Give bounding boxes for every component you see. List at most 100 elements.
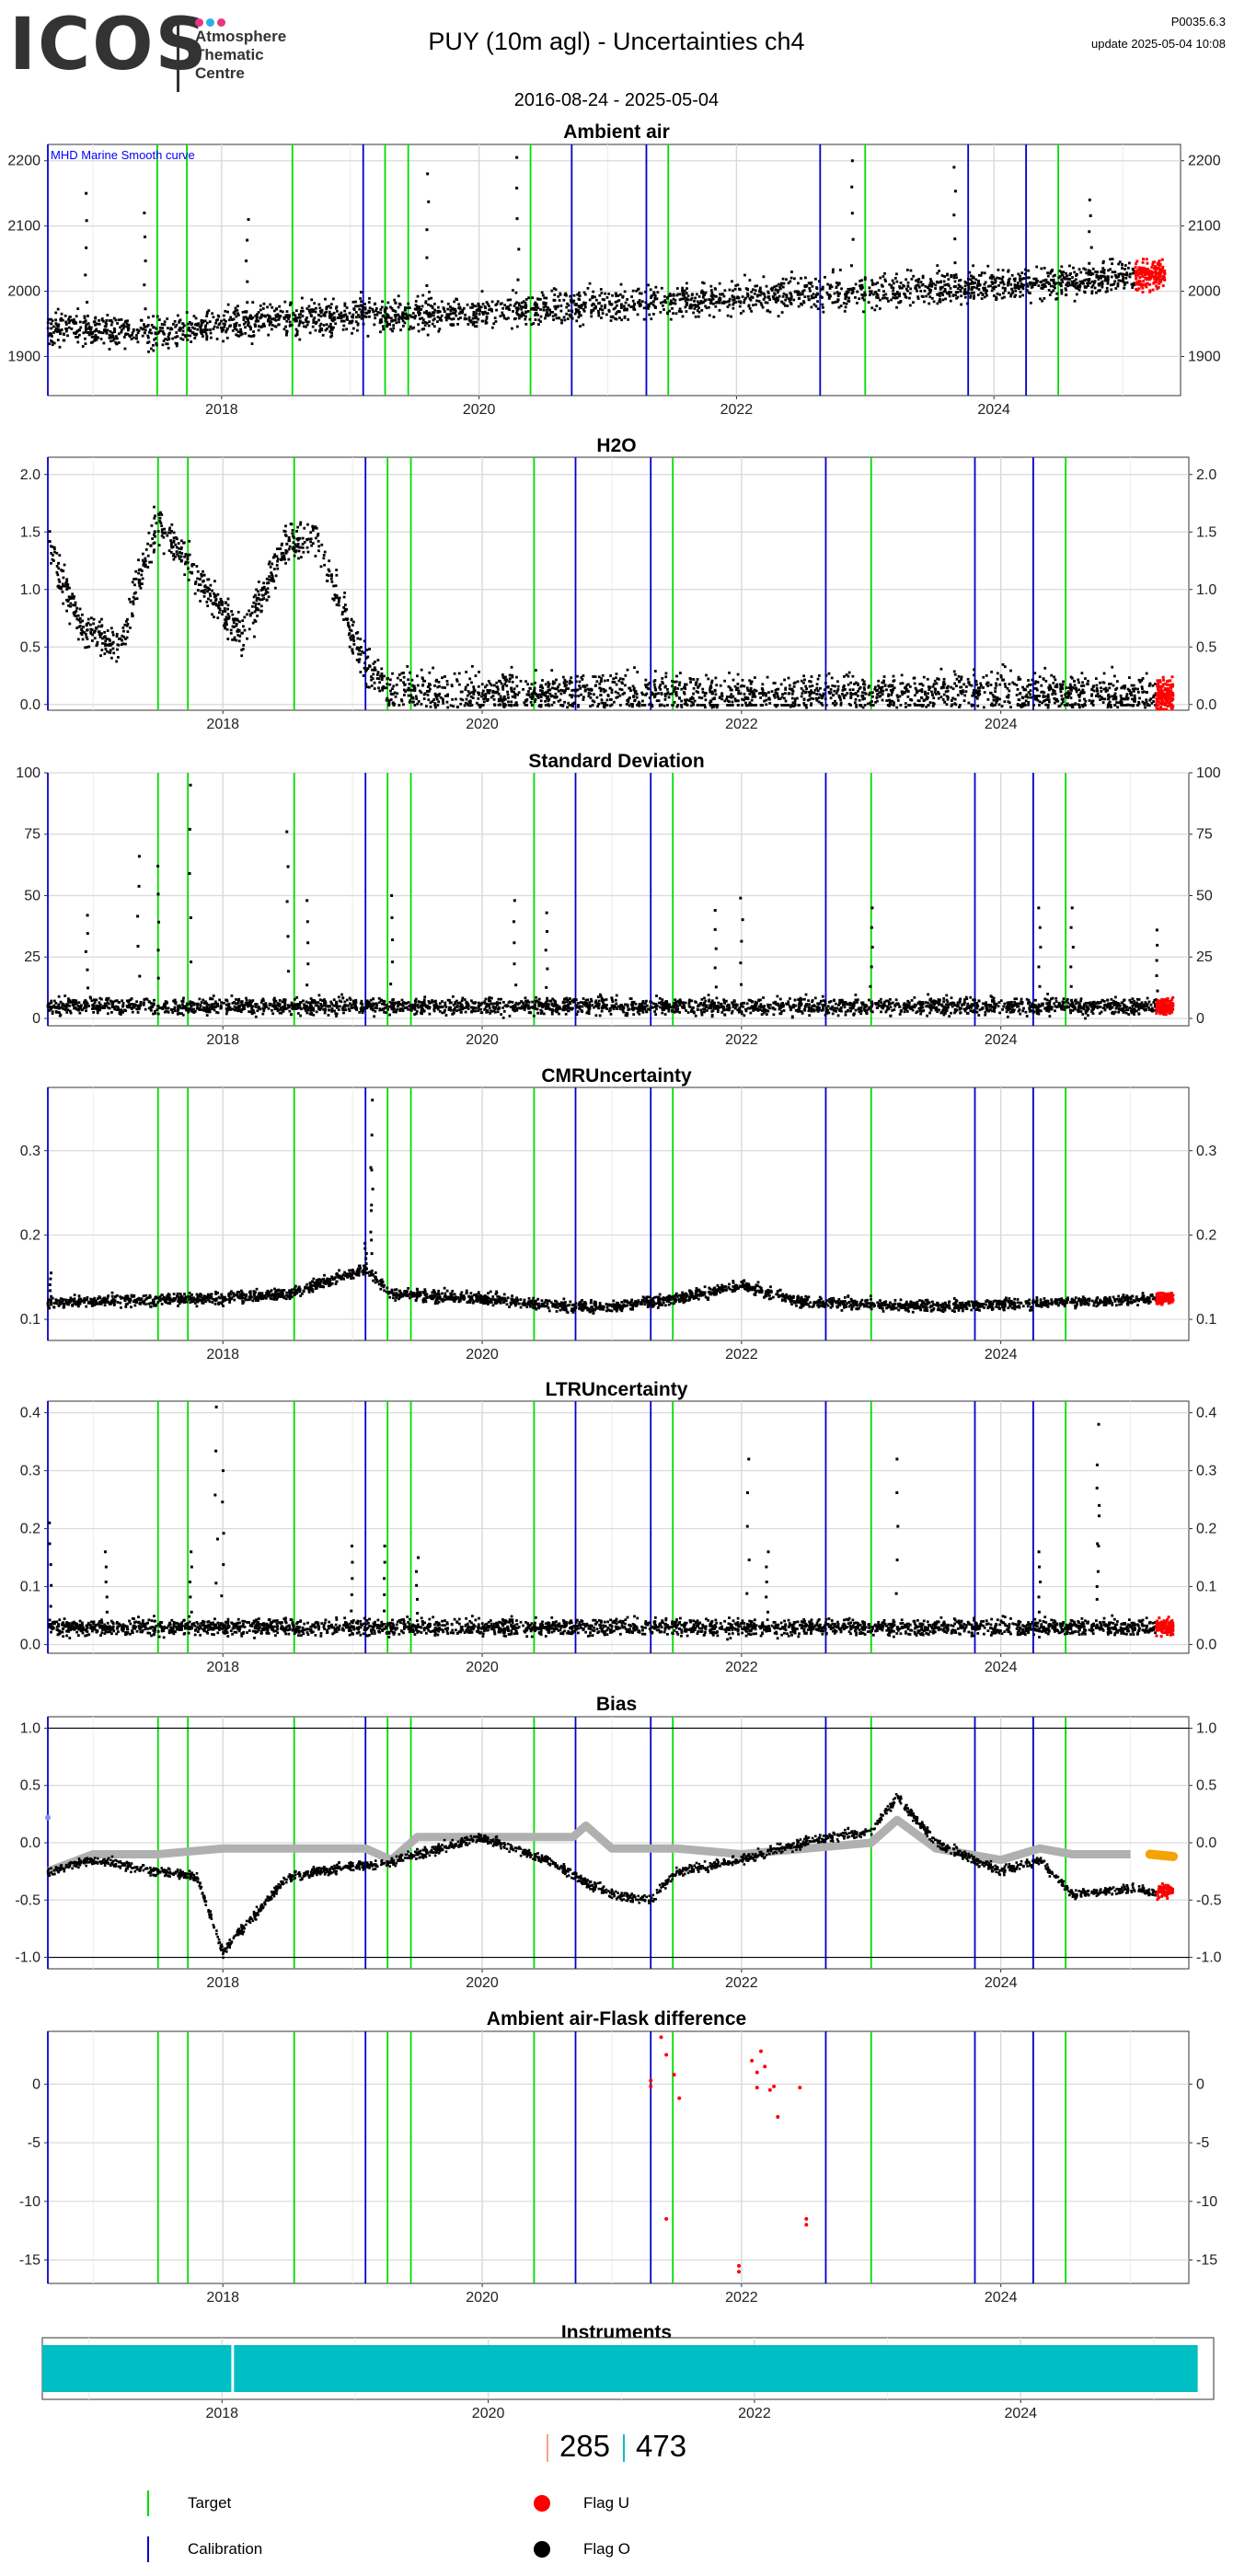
- data-point: [50, 561, 52, 565]
- data-point: [903, 284, 905, 288]
- data-point: [875, 295, 879, 299]
- data-point: [51, 340, 54, 344]
- data-point: [450, 317, 454, 321]
- data-point: [538, 693, 542, 696]
- data-point: [840, 692, 844, 696]
- data-point: [411, 312, 415, 315]
- data-point: [676, 704, 680, 707]
- data-point: [1102, 672, 1106, 675]
- data-point: [1061, 687, 1065, 690]
- data-point: [724, 300, 728, 304]
- data-point: [1012, 682, 1016, 685]
- data-point: [108, 638, 111, 641]
- data-point: [1106, 282, 1110, 285]
- data-point: [199, 329, 202, 333]
- data-point: [741, 697, 743, 701]
- data-point: [750, 290, 754, 293]
- data-point: [808, 697, 812, 701]
- data-point: [467, 690, 470, 693]
- data-point: [448, 316, 452, 320]
- data-point: [1113, 270, 1117, 274]
- data-point: [982, 675, 985, 679]
- data-point: [1066, 693, 1070, 696]
- data-point: [601, 298, 605, 301]
- data-point: [1078, 285, 1082, 289]
- data-point: [788, 684, 791, 687]
- data-point: [150, 331, 154, 335]
- data-point: [94, 337, 97, 339]
- data-point: [160, 531, 164, 534]
- data-point: [401, 319, 405, 323]
- data-point: [790, 687, 794, 691]
- data-point: [396, 676, 399, 680]
- data-point: [728, 299, 732, 303]
- data-point: [1064, 287, 1067, 291]
- data-point: [314, 525, 317, 529]
- data-point: [583, 293, 587, 296]
- data-point: [1046, 274, 1050, 278]
- data-point: [999, 281, 1002, 284]
- data-point: [422, 693, 426, 696]
- data-point: [120, 328, 123, 332]
- data-point: [994, 690, 997, 693]
- data-point: [108, 333, 111, 337]
- data-point: [765, 703, 768, 707]
- data-point: [194, 316, 198, 320]
- data-point: [895, 305, 898, 309]
- data-point: [126, 319, 129, 323]
- data-point: [746, 288, 750, 292]
- data-point: [701, 691, 705, 694]
- data-point: [1062, 680, 1065, 684]
- data-point: [248, 609, 251, 613]
- data-point: [1038, 700, 1042, 704]
- data-point: [234, 309, 237, 313]
- data-point: [832, 268, 835, 271]
- data-point: [701, 295, 705, 299]
- data-point: [885, 297, 889, 300]
- data-point: [108, 336, 111, 339]
- data-point: [809, 680, 812, 684]
- data-point: [170, 545, 174, 548]
- data-point: [196, 589, 200, 592]
- data-point: [689, 298, 693, 302]
- data-point: [207, 309, 211, 312]
- data-point: [1013, 295, 1017, 298]
- data-point: [722, 302, 726, 305]
- data-point: [801, 293, 803, 296]
- plot-area: [47, 456, 1190, 711]
- data-point: [59, 328, 63, 332]
- data-point: [308, 331, 312, 335]
- data-point: [985, 289, 988, 293]
- data-point: [648, 313, 651, 316]
- data-point: [930, 282, 933, 286]
- data-point: [213, 592, 215, 595]
- data-point: [69, 597, 73, 600]
- data-point: [485, 301, 489, 304]
- data-point: [167, 333, 171, 336]
- data-point: [440, 318, 444, 322]
- data-point: [363, 661, 367, 665]
- data-point: [305, 316, 308, 319]
- data-point: [360, 316, 363, 320]
- data-point: [492, 684, 496, 687]
- data-point: [876, 693, 879, 696]
- data-point: [96, 640, 99, 644]
- data-point: [677, 310, 681, 313]
- data-point: [1134, 687, 1137, 691]
- data-point: [601, 312, 605, 316]
- data-point: [871, 691, 874, 695]
- data-point: [193, 337, 197, 339]
- data-point: [581, 678, 584, 681]
- data-point: [259, 326, 263, 328]
- data-point: [265, 577, 269, 581]
- data-point: [450, 307, 454, 310]
- data-point: [163, 332, 166, 336]
- data-point: [1123, 686, 1126, 690]
- data-point: [515, 155, 519, 159]
- data-point: [1052, 691, 1055, 694]
- data-point: [1152, 696, 1155, 699]
- data-point: [773, 292, 776, 295]
- data-point: [285, 331, 289, 335]
- data-point: [357, 652, 361, 656]
- data-point: [627, 697, 630, 701]
